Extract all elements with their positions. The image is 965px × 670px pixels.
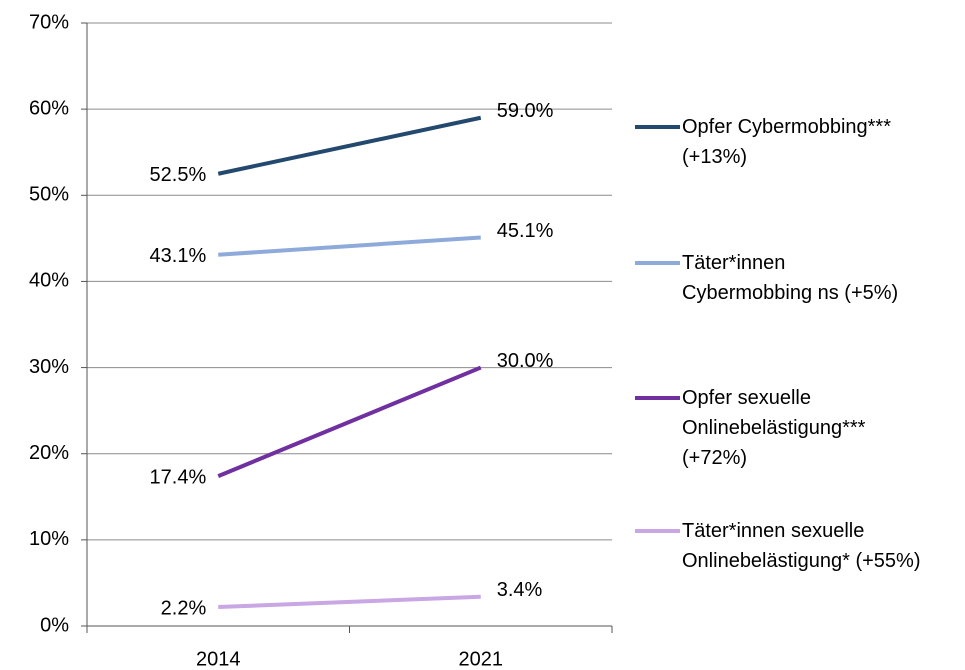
series-line: [217, 365, 482, 478]
legend-label: Täter*innen Cybermobbing ns (+5%): [682, 252, 899, 304]
legend-label: Opfer sexuelle Onlinebelästigung*** (+72…: [682, 387, 866, 469]
data-label: 3.4%: [497, 579, 543, 601]
data-label: 45.1%: [497, 220, 554, 242]
x-tick-label: 2021: [459, 648, 504, 670]
y-tick-label: 60%: [29, 97, 69, 119]
data-label: 52.5%: [150, 164, 207, 186]
y-tick-label: 20%: [29, 442, 69, 464]
legend-label: Täter*innen sexuelle Onlinebelästigung* …: [682, 520, 921, 572]
series-line: [218, 594, 481, 610]
y-tick-label: 0%: [40, 614, 69, 636]
data-label: 2.2%: [161, 597, 207, 619]
y-tick-label: 40%: [29, 270, 69, 292]
legend-label: Opfer Cybermobbing*** (+13%): [682, 116, 891, 168]
y-tick-label: 10%: [29, 528, 69, 550]
y-tick-label: 50%: [29, 184, 69, 206]
data-label: 30.0%: [497, 350, 554, 372]
y-tick-label: 30%: [29, 356, 69, 378]
data-label: 17.4%: [150, 466, 207, 488]
series-line: [217, 115, 482, 176]
data-label: 59.0%: [497, 100, 554, 122]
x-tick-label: 2014: [196, 648, 241, 670]
series-line: [218, 235, 481, 257]
data-label: 43.1%: [150, 245, 207, 267]
y-tick-label: 70%: [29, 11, 69, 33]
